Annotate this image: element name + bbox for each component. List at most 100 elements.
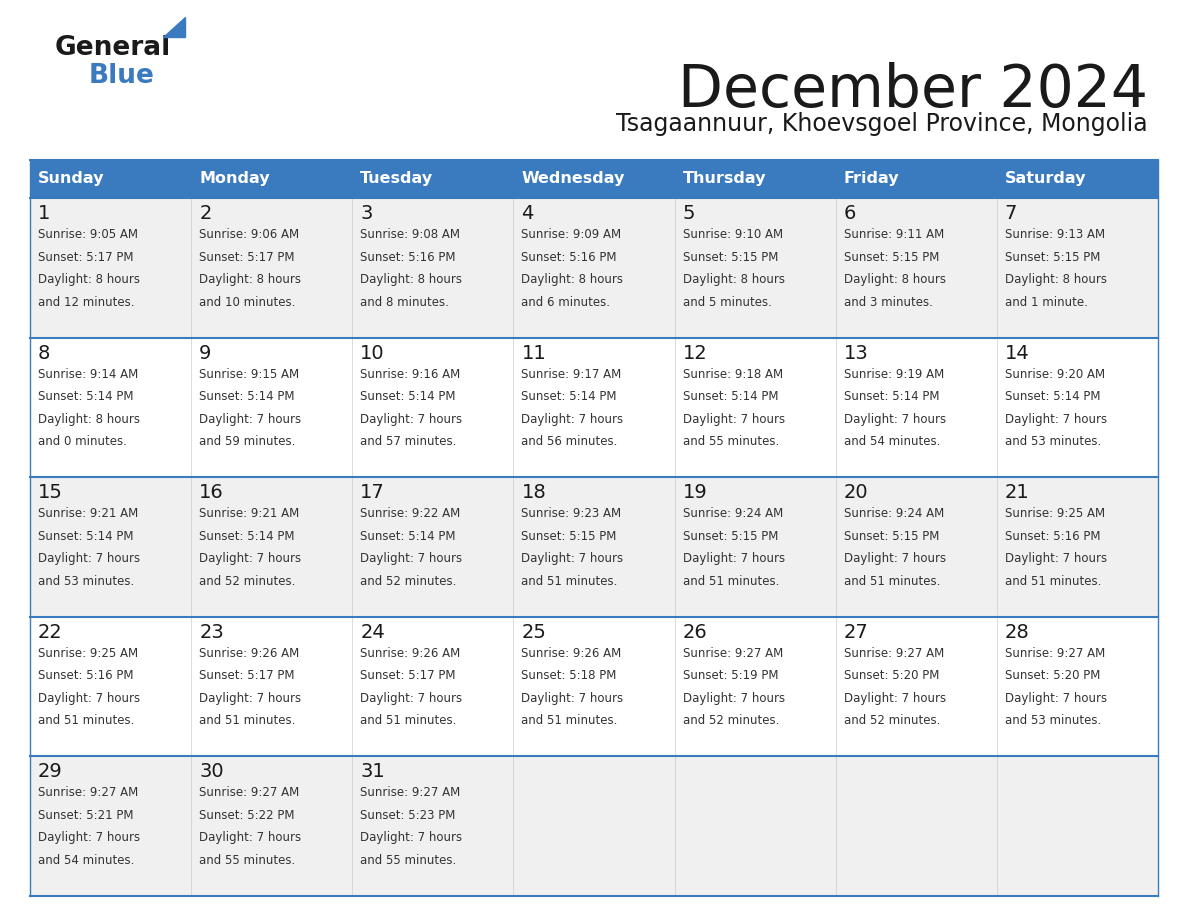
Text: and 59 minutes.: and 59 minutes.: [200, 435, 296, 448]
Text: and 51 minutes.: and 51 minutes.: [360, 714, 456, 727]
Text: 4: 4: [522, 204, 533, 223]
Text: 21: 21: [1005, 483, 1030, 502]
Text: Sunrise: 9:27 AM: Sunrise: 9:27 AM: [1005, 647, 1105, 660]
Text: 5: 5: [683, 204, 695, 223]
Text: Sunrise: 9:25 AM: Sunrise: 9:25 AM: [38, 647, 138, 660]
Text: 30: 30: [200, 763, 223, 781]
Text: Sunrise: 9:17 AM: Sunrise: 9:17 AM: [522, 367, 621, 381]
Text: Daylight: 7 hours: Daylight: 7 hours: [38, 553, 140, 565]
Text: Sunset: 5:14 PM: Sunset: 5:14 PM: [843, 390, 940, 403]
Text: Daylight: 7 hours: Daylight: 7 hours: [522, 553, 624, 565]
Text: and 52 minutes.: and 52 minutes.: [683, 714, 779, 727]
Text: and 51 minutes.: and 51 minutes.: [522, 714, 618, 727]
Text: Tuesday: Tuesday: [360, 172, 434, 186]
Text: and 12 minutes.: and 12 minutes.: [38, 296, 134, 308]
Text: Sunset: 5:23 PM: Sunset: 5:23 PM: [360, 809, 456, 822]
Text: 11: 11: [522, 343, 546, 363]
Text: Sunset: 5:14 PM: Sunset: 5:14 PM: [683, 390, 778, 403]
Text: and 5 minutes.: and 5 minutes.: [683, 296, 771, 308]
Bar: [30, 338, 1158, 477]
Text: Daylight: 7 hours: Daylight: 7 hours: [200, 832, 302, 845]
Text: Daylight: 8 hours: Daylight: 8 hours: [522, 273, 624, 286]
Text: Sunrise: 9:27 AM: Sunrise: 9:27 AM: [843, 647, 944, 660]
Text: Sunrise: 9:21 AM: Sunrise: 9:21 AM: [200, 508, 299, 521]
Text: and 3 minutes.: and 3 minutes.: [843, 296, 933, 308]
Text: Sunset: 5:15 PM: Sunset: 5:15 PM: [683, 251, 778, 263]
Text: Sunrise: 9:06 AM: Sunrise: 9:06 AM: [200, 228, 299, 241]
Text: Sunrise: 9:25 AM: Sunrise: 9:25 AM: [1005, 508, 1105, 521]
Text: Daylight: 7 hours: Daylight: 7 hours: [200, 412, 302, 426]
Text: Sunset: 5:21 PM: Sunset: 5:21 PM: [38, 809, 133, 822]
Text: Sunset: 5:14 PM: Sunset: 5:14 PM: [360, 530, 456, 543]
Text: 1: 1: [38, 204, 50, 223]
Text: Sunset: 5:14 PM: Sunset: 5:14 PM: [38, 390, 133, 403]
Text: Sunrise: 9:11 AM: Sunrise: 9:11 AM: [843, 228, 944, 241]
Text: Sunrise: 9:27 AM: Sunrise: 9:27 AM: [360, 787, 461, 800]
Text: Sunset: 5:16 PM: Sunset: 5:16 PM: [522, 251, 617, 263]
Text: 18: 18: [522, 483, 546, 502]
Text: 22: 22: [38, 622, 63, 642]
Text: Daylight: 7 hours: Daylight: 7 hours: [38, 692, 140, 705]
Text: Sunset: 5:16 PM: Sunset: 5:16 PM: [1005, 530, 1100, 543]
Text: Sunset: 5:18 PM: Sunset: 5:18 PM: [522, 669, 617, 682]
Text: 6: 6: [843, 204, 857, 223]
Text: Daylight: 7 hours: Daylight: 7 hours: [1005, 692, 1107, 705]
Text: Sunrise: 9:20 AM: Sunrise: 9:20 AM: [1005, 367, 1105, 381]
Text: Sunset: 5:15 PM: Sunset: 5:15 PM: [1005, 251, 1100, 263]
Text: 25: 25: [522, 622, 546, 642]
Text: and 55 minutes.: and 55 minutes.: [360, 854, 456, 867]
Text: Monday: Monday: [200, 172, 270, 186]
Text: Daylight: 8 hours: Daylight: 8 hours: [38, 273, 140, 286]
Bar: [30, 198, 1158, 338]
Text: Sunset: 5:14 PM: Sunset: 5:14 PM: [200, 390, 295, 403]
Text: General: General: [55, 35, 171, 61]
Text: and 51 minutes.: and 51 minutes.: [200, 714, 296, 727]
Text: 20: 20: [843, 483, 868, 502]
Text: Wednesday: Wednesday: [522, 172, 625, 186]
Text: Daylight: 7 hours: Daylight: 7 hours: [522, 692, 624, 705]
Text: Sunrise: 9:22 AM: Sunrise: 9:22 AM: [360, 508, 461, 521]
Text: and 56 minutes.: and 56 minutes.: [522, 435, 618, 448]
Text: Sunrise: 9:21 AM: Sunrise: 9:21 AM: [38, 508, 138, 521]
Text: Sunrise: 9:27 AM: Sunrise: 9:27 AM: [38, 787, 138, 800]
Text: Sunset: 5:15 PM: Sunset: 5:15 PM: [522, 530, 617, 543]
Text: Sunrise: 9:09 AM: Sunrise: 9:09 AM: [522, 228, 621, 241]
Text: 28: 28: [1005, 622, 1030, 642]
Text: 9: 9: [200, 343, 211, 363]
Text: December 2024: December 2024: [678, 62, 1148, 119]
Text: 2: 2: [200, 204, 211, 223]
Text: Sunset: 5:16 PM: Sunset: 5:16 PM: [38, 669, 133, 682]
Text: Daylight: 7 hours: Daylight: 7 hours: [1005, 412, 1107, 426]
Text: and 52 minutes.: and 52 minutes.: [843, 714, 940, 727]
Text: Saturday: Saturday: [1005, 172, 1086, 186]
Text: Daylight: 8 hours: Daylight: 8 hours: [360, 273, 462, 286]
Text: and 52 minutes.: and 52 minutes.: [360, 575, 456, 588]
Text: Daylight: 7 hours: Daylight: 7 hours: [683, 692, 785, 705]
Text: Sunrise: 9:26 AM: Sunrise: 9:26 AM: [360, 647, 461, 660]
Text: Sunset: 5:15 PM: Sunset: 5:15 PM: [843, 251, 939, 263]
Text: Sunset: 5:14 PM: Sunset: 5:14 PM: [522, 390, 617, 403]
Text: Daylight: 7 hours: Daylight: 7 hours: [683, 553, 785, 565]
Text: 14: 14: [1005, 343, 1030, 363]
Text: Sunrise: 9:15 AM: Sunrise: 9:15 AM: [200, 367, 299, 381]
Text: Sunset: 5:17 PM: Sunset: 5:17 PM: [38, 251, 133, 263]
Text: Sunrise: 9:14 AM: Sunrise: 9:14 AM: [38, 367, 138, 381]
Text: Sunrise: 9:27 AM: Sunrise: 9:27 AM: [683, 647, 783, 660]
Text: and 51 minutes.: and 51 minutes.: [843, 575, 940, 588]
Text: 29: 29: [38, 763, 63, 781]
Bar: [30, 477, 1158, 617]
Text: Sunrise: 9:18 AM: Sunrise: 9:18 AM: [683, 367, 783, 381]
Bar: [30, 756, 1158, 896]
Text: Sunrise: 9:10 AM: Sunrise: 9:10 AM: [683, 228, 783, 241]
Text: Sunset: 5:20 PM: Sunset: 5:20 PM: [1005, 669, 1100, 682]
Text: and 55 minutes.: and 55 minutes.: [683, 435, 779, 448]
Text: Daylight: 7 hours: Daylight: 7 hours: [1005, 553, 1107, 565]
Text: and 0 minutes.: and 0 minutes.: [38, 435, 127, 448]
Text: Daylight: 8 hours: Daylight: 8 hours: [843, 273, 946, 286]
Polygon shape: [163, 17, 185, 37]
Bar: [30, 160, 1158, 198]
Text: and 8 minutes.: and 8 minutes.: [360, 296, 449, 308]
Text: Sunset: 5:14 PM: Sunset: 5:14 PM: [1005, 390, 1100, 403]
Text: Daylight: 7 hours: Daylight: 7 hours: [200, 553, 302, 565]
Text: 17: 17: [360, 483, 385, 502]
